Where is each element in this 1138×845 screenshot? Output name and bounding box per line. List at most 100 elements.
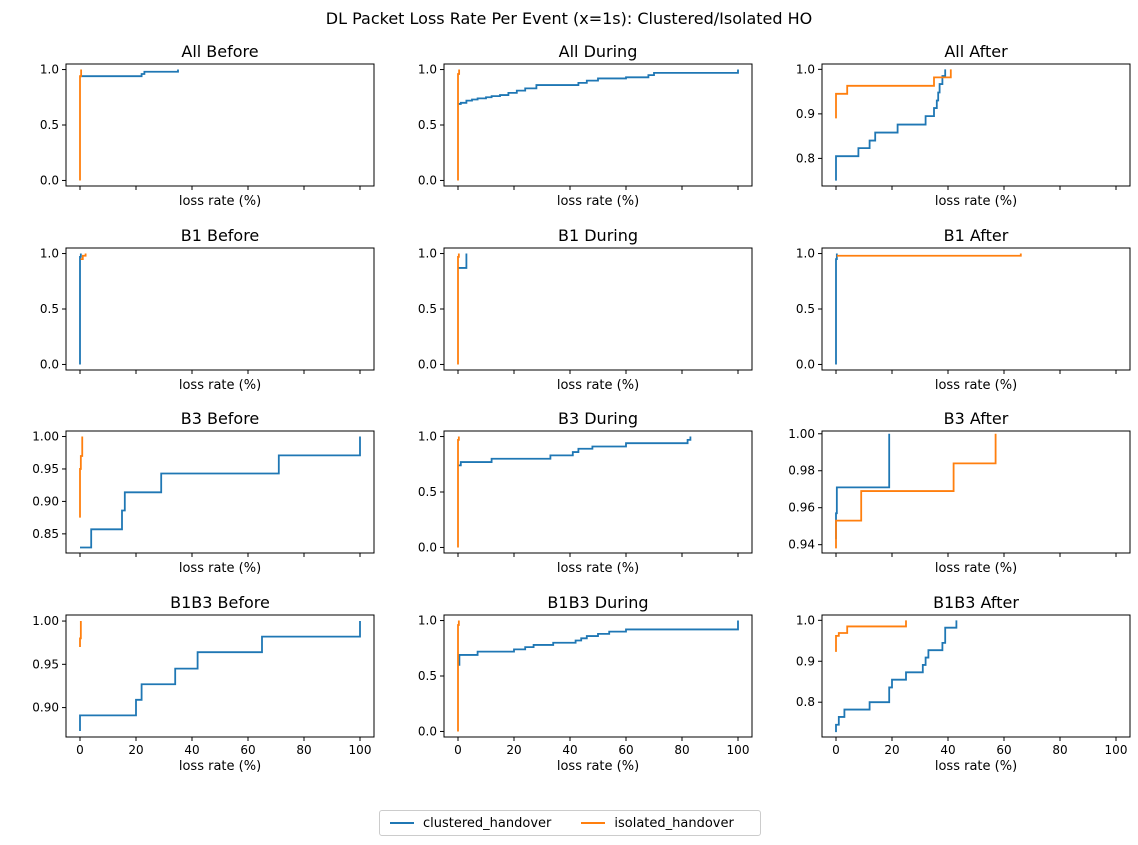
subplot-title: B1B3 During [547, 593, 648, 612]
legend-label-clustered: clustered_handover [423, 815, 552, 831]
y-tick-label: 0.0 [418, 173, 437, 187]
x-tick-label: 80 [296, 743, 311, 757]
series-line-clustered [79, 621, 361, 731]
subplot-panel: B3 During 0.0 0.5 1.0 loss rate (%) [418, 409, 753, 576]
subplot-title: B3 After [944, 409, 1009, 428]
x-axis-label: loss rate (%) [557, 378, 639, 393]
axes-frame [443, 430, 753, 554]
x-tick-label: 0 [76, 743, 84, 757]
subplot-panel: B1 During 0.0 0.5 1.0 loss rate (%) [418, 226, 753, 393]
subplot-panel: All During 0.0 0.5 1.0 loss rate (%) [418, 42, 753, 209]
subplot-title: All Before [181, 42, 258, 61]
subplot-title: B1 During [558, 226, 638, 245]
axes-frame [821, 430, 1131, 554]
x-tick-label: 60 [618, 743, 633, 757]
x-axis-label: loss rate (%) [179, 378, 261, 393]
x-tick-label: 100 [727, 743, 750, 757]
x-tick-label: 80 [1052, 743, 1067, 757]
y-tick-label: 0.9 [796, 107, 815, 121]
subplot-title: B1 After [944, 226, 1009, 245]
y-tick-label: 0.5 [40, 118, 59, 132]
y-tick-label: 1.00 [32, 614, 59, 628]
x-tick-label: 40 [562, 743, 577, 757]
series-line-isolated [457, 253, 460, 365]
series-group [835, 433, 997, 549]
subplot-panel: B1B3 After 0 20 40 60 80 100 0.8 0.9 1.0 loss rate… [796, 593, 1131, 774]
y-tick-label: 0.5 [40, 302, 59, 316]
axes-frame [821, 247, 1131, 371]
series-group [79, 621, 361, 731]
legend-swatch-clustered [390, 822, 414, 824]
subplot-title: All After [944, 42, 1008, 61]
series-line-isolated [79, 621, 82, 648]
x-tick-label: 100 [1105, 743, 1128, 757]
y-tick-label: 0.90 [32, 701, 59, 715]
subplot-title: B1B3 After [933, 593, 1019, 612]
y-tick-label: 0.0 [40, 357, 59, 371]
y-tick-label: 1.0 [418, 614, 437, 628]
series-line-clustered [458, 253, 468, 269]
subplot-title: B1 Before [181, 226, 260, 245]
axes-frame [65, 430, 375, 554]
y-tick-label: 0.5 [418, 118, 437, 132]
subplot-panel: B1B3 Before 0 20 40 60 80 100 0.90 0.95 1.00 loss … [32, 593, 375, 774]
series-group [457, 436, 692, 548]
y-tick-label: 1.0 [40, 63, 59, 77]
series-line-clustered [835, 69, 947, 181]
y-tick-label: 0.96 [788, 501, 815, 515]
series-line-isolated [836, 253, 1022, 257]
y-tick-label: 0.5 [418, 669, 437, 683]
y-tick-label: 0.98 [788, 464, 815, 478]
x-tick-label: 100 [349, 743, 372, 757]
series-line-isolated [79, 436, 84, 518]
legend-item-isolated: isolated_handover [581, 816, 734, 831]
series-group [835, 620, 958, 733]
x-tick-label: 40 [940, 743, 955, 757]
axes-frame [65, 247, 375, 371]
legend: clustered_handover isolated_handover [379, 810, 761, 836]
series-group [457, 620, 739, 732]
y-tick-label: 0.95 [32, 462, 59, 476]
y-tick-label: 1.0 [796, 62, 815, 76]
x-tick-label: 60 [996, 743, 1011, 757]
subplot-panel: B3 After 0.94 0.96 0.98 1.00 loss rate (%) [788, 409, 1131, 576]
x-axis-label: loss rate (%) [179, 194, 261, 209]
x-tick-label: 80 [674, 743, 689, 757]
series-group [457, 253, 468, 365]
series-group [835, 69, 952, 181]
axes-frame [65, 63, 375, 187]
x-tick-label: 60 [240, 743, 255, 757]
series-line-isolated [79, 69, 83, 181]
series-line-clustered [835, 620, 958, 733]
y-tick-label: 0.0 [796, 357, 815, 371]
x-axis-label: loss rate (%) [557, 561, 639, 576]
y-tick-label: 0.90 [32, 494, 59, 508]
y-tick-label: 1.0 [418, 430, 437, 444]
x-axis-label: loss rate (%) [935, 378, 1017, 393]
series-line-isolated [457, 620, 460, 732]
y-tick-label: 0.5 [796, 302, 815, 316]
series-line-isolated [457, 69, 461, 181]
y-tick-label: 0.85 [32, 527, 59, 541]
subplot-title: B3 During [558, 409, 638, 428]
series-line-isolated [835, 433, 997, 549]
series-line-clustered [80, 436, 361, 549]
series-group [79, 436, 361, 549]
y-tick-label: 0.5 [418, 302, 437, 316]
y-tick-label: 1.00 [788, 427, 815, 441]
x-axis-label: loss rate (%) [557, 759, 639, 774]
y-tick-label: 0.8 [796, 695, 815, 709]
subplot-title: B1B3 Before [170, 593, 270, 612]
x-axis-label: loss rate (%) [935, 194, 1017, 209]
y-tick-label: 0.0 [418, 540, 437, 554]
y-tick-label: 1.0 [40, 247, 59, 261]
figure-title: DL Packet Loss Rate Per Event (x=1s): Cl… [326, 9, 812, 28]
series-line-clustered [835, 433, 891, 540]
y-tick-label: 1.0 [796, 613, 815, 627]
y-tick-label: 1.0 [418, 247, 437, 261]
y-tick-label: 0.9 [796, 654, 815, 668]
series-line-isolated [835, 69, 952, 119]
series-line-clustered [458, 69, 739, 105]
y-tick-label: 0.8 [796, 151, 815, 165]
